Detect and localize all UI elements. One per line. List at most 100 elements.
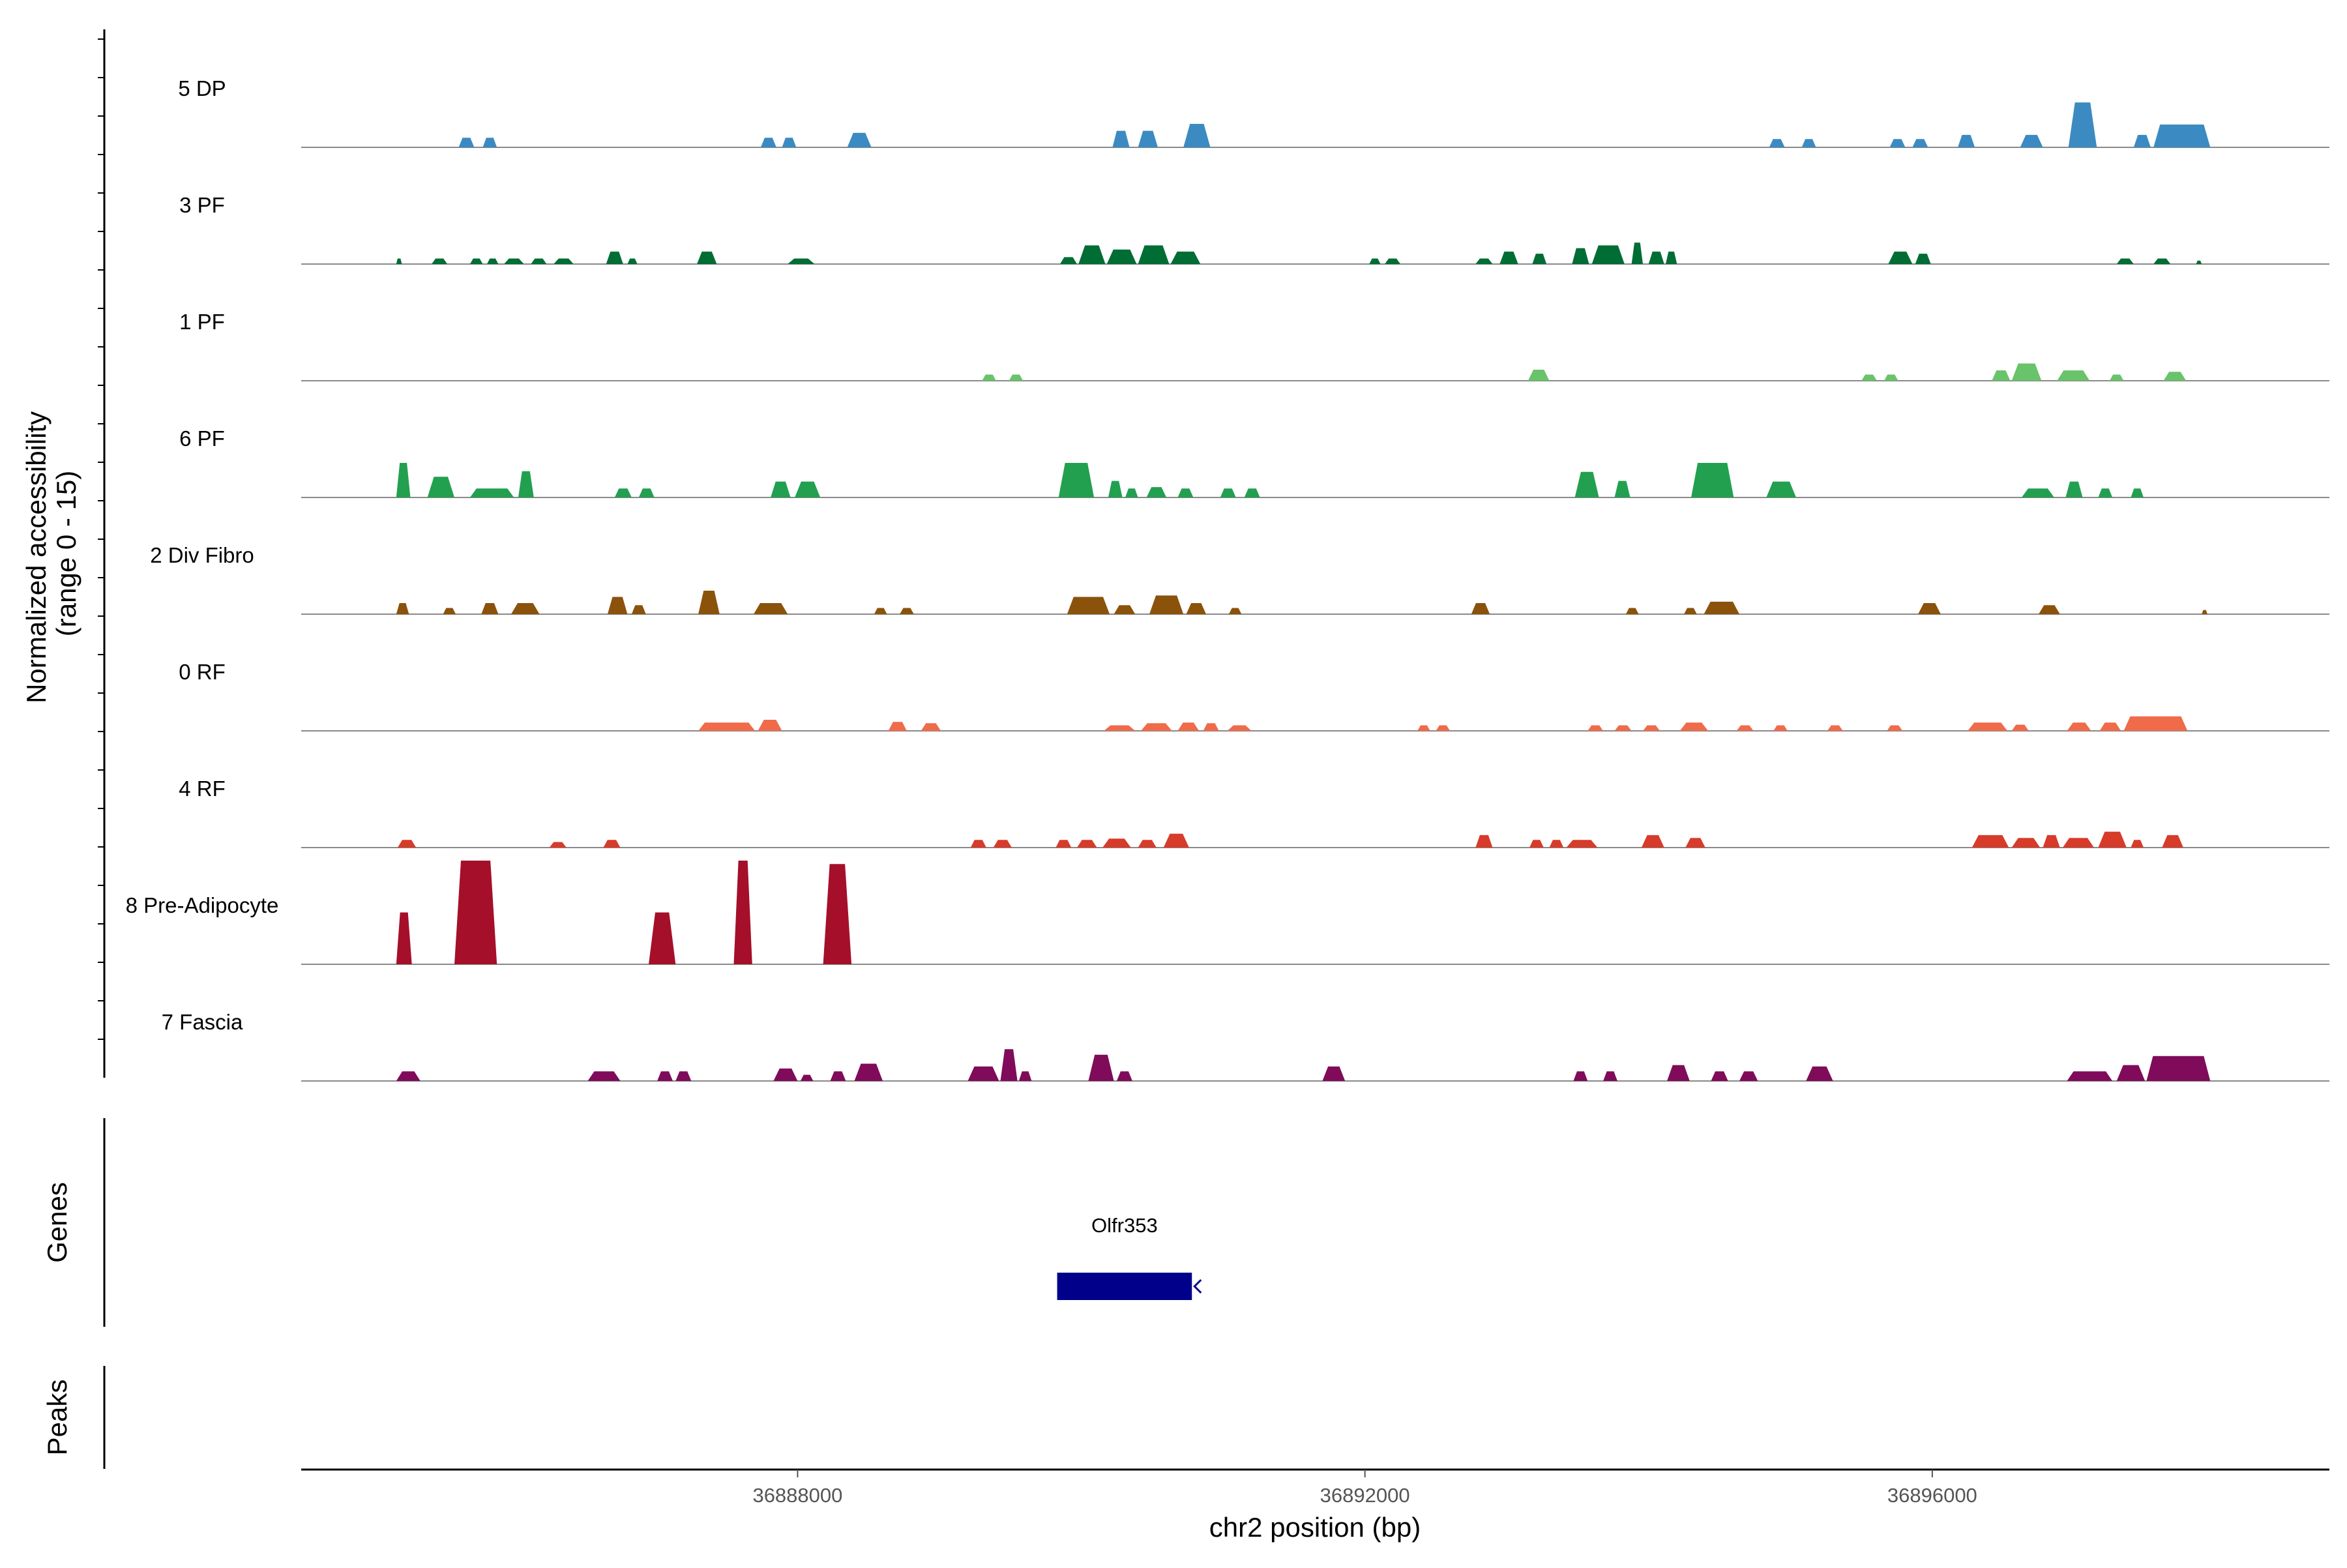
track-label: 2 Div Fibro (150, 543, 254, 567)
gene-track-label: Genes (42, 1182, 72, 1263)
coverage-peak (1077, 840, 1097, 848)
coverage-peak (1971, 835, 2009, 848)
coverage-peak (2153, 125, 2211, 147)
coverage-peak (2131, 840, 2144, 848)
track-2-div-fibro: 2 Div Fibro (150, 543, 2329, 615)
coverage-peak (432, 258, 448, 264)
coverage-peak (487, 258, 499, 264)
coverage-peak (2057, 370, 2090, 381)
coverage-peak (1018, 1071, 1032, 1081)
coverage-peak (2068, 102, 2097, 147)
coverage-peak (1888, 251, 1913, 264)
coverage-peak (1648, 251, 1664, 264)
coverage-peak (1685, 838, 1705, 848)
gene-track: Genes Olfr353 (42, 1118, 1202, 1327)
coverage-peak (1625, 608, 1639, 614)
coverage-peak (1220, 488, 1236, 497)
coverage-peak (788, 258, 815, 264)
coverage-peak (2098, 831, 2127, 848)
coverage-peak (1058, 463, 1095, 497)
coverage-peak (396, 603, 409, 614)
coverage-peak (2099, 722, 2121, 731)
coverage-peak (1739, 1071, 1758, 1081)
coverage-peak (1163, 833, 1189, 848)
coverage-peak (1915, 254, 1931, 264)
gene-items: Olfr353 (1057, 1214, 1202, 1300)
coverage-peak (1059, 257, 1077, 264)
coverage-peak (1475, 258, 1493, 264)
coverage-peak (697, 251, 717, 264)
coverage-peak (1773, 725, 1788, 731)
coverage-peak (482, 138, 497, 147)
coverage-peak (1499, 251, 1518, 264)
coverage-peak (396, 463, 411, 497)
coverage-peak (675, 1071, 692, 1081)
coverage-peak (1009, 374, 1024, 381)
x-axis-tick-label: 36896000 (1887, 1484, 1977, 1507)
coverage-peak (2116, 258, 2134, 264)
coverage-peak (800, 1074, 814, 1081)
coverage-peak (1766, 481, 1796, 497)
coverage-peak (1801, 139, 1816, 147)
gene-olfr353: Olfr353 (1057, 1214, 1202, 1300)
coverage-peak (2146, 1056, 2211, 1081)
coverage-peak (1385, 258, 1400, 264)
peaks-track: Peaks (42, 1366, 106, 1469)
coverage-peak (967, 1066, 999, 1081)
coverage-peak (900, 608, 914, 614)
coverage-peak (1116, 1071, 1132, 1081)
track-6-pf: 6 PF (179, 426, 2329, 498)
coverage-y-axis-ticks (98, 38, 104, 1040)
coverage-peak (2116, 1065, 2146, 1081)
coverage-peak (760, 138, 776, 147)
coverage-peak (1883, 374, 1898, 381)
coverage-peak (1704, 601, 1739, 614)
coverage-peak (830, 1071, 846, 1081)
coverage-peak (754, 603, 788, 614)
coverage-peak (847, 132, 872, 147)
coverage-peak (554, 258, 574, 264)
coverage-peak (1177, 488, 1194, 497)
coverage-peak (1528, 370, 1550, 381)
coverage-peak (1711, 1071, 1728, 1081)
coverage-peak (627, 258, 638, 264)
coverage-peak (1146, 487, 1167, 497)
coverage-peak (1665, 251, 1677, 264)
coverage-peak (1691, 463, 1734, 497)
coverage-peak (1591, 245, 1625, 264)
coverage-peak (771, 481, 791, 497)
coverage-peak (1322, 1066, 1346, 1081)
x-axis-tick-label: 36888000 (752, 1484, 842, 1507)
coverage-peak (1106, 249, 1137, 264)
track-4-rf: 4 RF (179, 777, 2329, 848)
coverage-peak (1643, 725, 1661, 731)
coverage-peak (1475, 835, 1493, 848)
track-1-pf: 1 PF (179, 310, 2329, 381)
coverage-peak (1574, 471, 1599, 497)
coverage-peak (2011, 724, 2029, 731)
coverage-peak (531, 258, 547, 264)
coverage-peak (396, 258, 402, 264)
coverage-peak (1203, 723, 1219, 731)
coverage-peak (2043, 835, 2060, 848)
coverage-peak (1641, 835, 1664, 848)
coverage-peak (2063, 838, 2094, 848)
coverage-y-axis (98, 29, 106, 1078)
coverage-peak (1887, 725, 1903, 731)
gene-name-label: Olfr353 (1091, 1214, 1158, 1237)
coverage-peak (874, 608, 887, 614)
coverage-peak (511, 603, 540, 614)
coverage-peak (2067, 722, 2091, 731)
track-5-dp: 5 DP (178, 76, 2329, 148)
track-label: 7 Fascia (162, 1010, 243, 1034)
coverage-peak (1889, 139, 1906, 147)
track-label: 8 Pre-Adipocyte (126, 893, 279, 917)
coverage-peak (698, 722, 756, 731)
coverage-peak (1573, 1071, 1588, 1081)
coverage-peak (607, 597, 628, 614)
coverage-peak (1684, 608, 1697, 614)
coverage-peak (1104, 725, 1136, 731)
coverage-peak (1170, 251, 1201, 264)
coverage-peak (2123, 716, 2188, 731)
